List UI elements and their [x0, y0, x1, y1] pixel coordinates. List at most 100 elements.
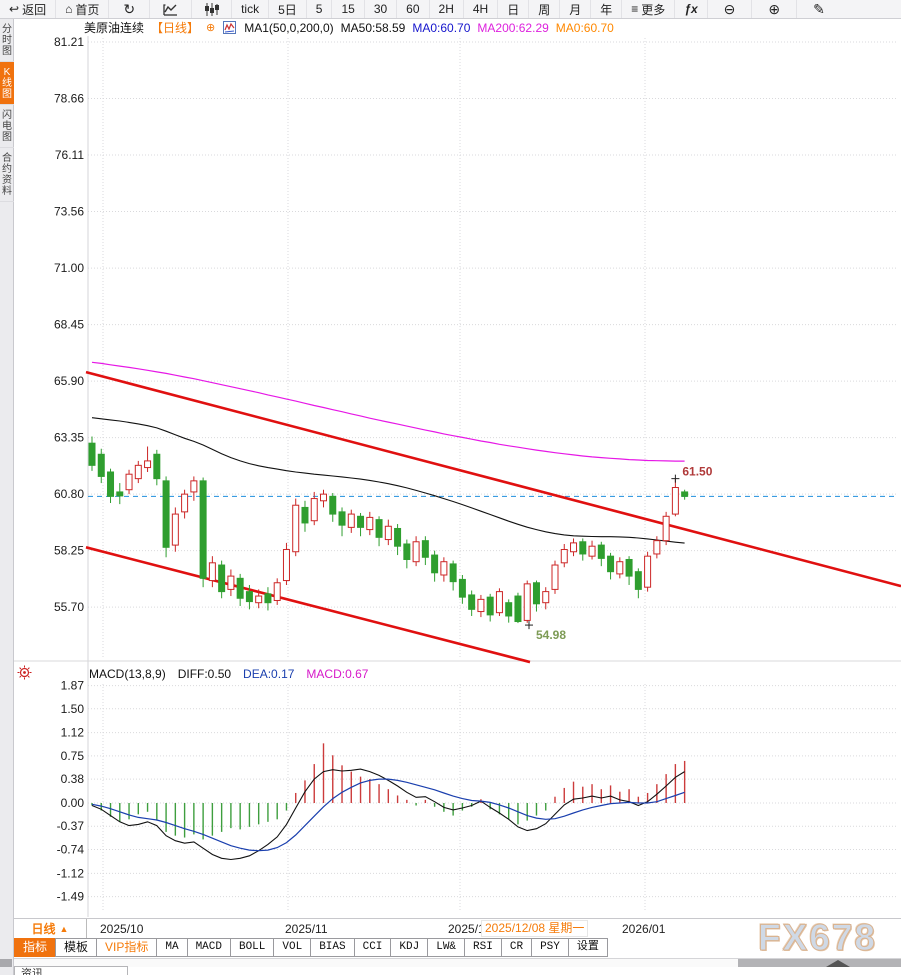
period-30min-button[interactable]: 30: [365, 0, 398, 18]
back-arrow-icon: ↩: [9, 2, 20, 16]
60min-label: 60: [406, 2, 420, 16]
ma-settings-icon[interactable]: [223, 21, 237, 34]
horizontal-scrollbar[interactable]: [14, 958, 901, 967]
period-5min-button[interactable]: 5: [307, 0, 333, 18]
candle-body: [144, 460, 152, 469]
period-day-button[interactable]: 日: [498, 0, 530, 18]
ma50-value: MA50:58.59: [340, 20, 406, 35]
indicator-tab-PSY[interactable]: PSY: [531, 938, 569, 957]
candle-body: [551, 564, 559, 590]
period-15min-button[interactable]: 15: [332, 0, 365, 18]
period-60min-button[interactable]: 60: [397, 0, 430, 18]
tab-指标[interactable]: 指标: [14, 938, 57, 957]
sidebar-item-2[interactable]: 闪电图: [0, 105, 14, 148]
indicator-tab-RSI[interactable]: RSI: [464, 938, 502, 957]
period-week-button[interactable]: 周: [529, 0, 561, 18]
menu-lines-icon: ≡: [631, 2, 639, 16]
draw-tool-button[interactable]: ✎: [797, 0, 841, 18]
period-2h-button[interactable]: 2H: [430, 0, 464, 18]
sidebar-item-0[interactable]: 分时图: [0, 19, 14, 62]
scrollbar-expand-icon[interactable]: [826, 960, 850, 967]
refresh-button[interactable]: ↻: [109, 0, 151, 18]
x-tick-label: 2025/10: [100, 922, 144, 936]
period-year-button[interactable]: 年: [591, 0, 623, 18]
indicator-tab-CR[interactable]: CR: [500, 938, 533, 957]
line-chart-button[interactable]: [150, 0, 193, 18]
candle-body: [366, 516, 374, 531]
period-tick-button[interactable]: tick: [232, 0, 270, 18]
tab-模板[interactable]: 模板: [55, 938, 98, 957]
candle-body: [162, 480, 170, 548]
candle-body: [431, 554, 439, 574]
sidebar-item-3[interactable]: 合约资料: [0, 148, 14, 202]
ma-config: MA1(50,0,200,0): [244, 20, 334, 35]
candle-body: [440, 561, 448, 576]
y-tick-label: 81.21: [54, 35, 84, 49]
candle-chart-button[interactable]: [192, 0, 233, 18]
macd-header: MACD(13,8,9) DIFF:0.50 DEA:0.17 MACD:0.6…: [89, 666, 368, 682]
period-5day-button[interactable]: 5日: [269, 0, 307, 18]
2h-label: 2H: [438, 2, 454, 16]
indicator-fx-button[interactable]: ƒx: [675, 0, 708, 18]
30min-label: 30: [373, 2, 388, 16]
candle-body: [264, 593, 272, 604]
candle-body: [634, 571, 642, 590]
month-label: 月: [569, 2, 582, 17]
indicator-settings-icon[interactable]: [17, 665, 32, 680]
candle-body: [153, 453, 161, 480]
x-axis-row: 日线 ▲ 2025/10 2025/11 2025/12 2026/01 2025/1…: [14, 918, 901, 938]
candle-body: [227, 575, 235, 590]
news-tab[interactable]: 资讯: [14, 966, 128, 975]
indicator-tab-KDJ[interactable]: KDJ: [390, 938, 429, 957]
add-compare-icon[interactable]: ⊕: [206, 22, 216, 34]
tab-VIP指标[interactable]: VIP指标: [96, 938, 158, 957]
period-selector-button[interactable]: 日线 ▲: [14, 919, 87, 938]
candle-body: [468, 594, 476, 610]
scrollbar-thumb[interactable]: [738, 959, 901, 967]
candle-body: [505, 602, 513, 617]
refresh-icon: ↻: [123, 1, 136, 17]
ma200-value: MA200:62.29: [477, 20, 549, 35]
candle-body: [88, 442, 96, 466]
indicator-tab-LW&[interactable]: LW&: [427, 938, 466, 957]
candle-body: [542, 591, 550, 604]
home-button[interactable]: ⌂ 首页: [56, 0, 110, 18]
candle-body: [375, 519, 383, 538]
indicator-tab-MACD[interactable]: MACD: [186, 938, 231, 957]
indicator-tab-MA[interactable]: MA: [156, 938, 188, 957]
candle-body: [671, 486, 679, 515]
indicator-tab-BIAS[interactable]: BIAS: [310, 938, 355, 957]
candle-body: [245, 591, 253, 603]
back-button[interactable]: ↩ 返回: [0, 0, 57, 18]
candle-body: [588, 545, 596, 557]
candle-body: [301, 506, 309, 524]
period-label: 【日线】: [151, 21, 200, 35]
macd-y-tick-label: 1.50: [61, 702, 85, 716]
indicator-tab-CCI[interactable]: CCI: [353, 938, 392, 957]
candle-body: [107, 471, 115, 497]
period-4h-button[interactable]: 4H: [464, 0, 499, 18]
zoom-out-icon: ⊖: [723, 1, 736, 17]
tick-label: tick: [241, 2, 260, 16]
zoom-in-button[interactable]: ⊕: [752, 0, 798, 18]
x-tick-label: 2026/01: [622, 922, 666, 936]
macd-y-tick-label: -0.37: [57, 819, 85, 833]
candle-body: [310, 498, 318, 522]
ma0-blue-value: MA0:60.70: [412, 20, 471, 35]
candle-body: [421, 540, 429, 558]
indicator-tab-VOL[interactable]: VOL: [273, 938, 312, 957]
sidebar-item-1[interactable]: K线图: [0, 62, 14, 105]
zoom-out-button[interactable]: ⊖: [708, 0, 753, 18]
indicator-tab-BOLL[interactable]: BOLL: [229, 938, 275, 957]
y-tick-label: 78.66: [54, 91, 84, 105]
indicator-tab-设置[interactable]: 设置: [567, 938, 608, 957]
candlestick-chart-icon: [205, 2, 220, 16]
candle-body: [171, 513, 179, 546]
more-button[interactable]: ≡ 更多: [622, 0, 676, 18]
period-month-button[interactable]: 月: [560, 0, 592, 18]
year-label: 年: [600, 2, 613, 17]
macd-y-tick-label: -1.12: [57, 866, 85, 880]
y-tick-label: 68.45: [54, 318, 84, 332]
indicator-tab-bar: 指标 模板 VIP指标 MA MACD BOLL VOL BIAS CCI KDJ LW& RSI CR…: [14, 938, 608, 958]
